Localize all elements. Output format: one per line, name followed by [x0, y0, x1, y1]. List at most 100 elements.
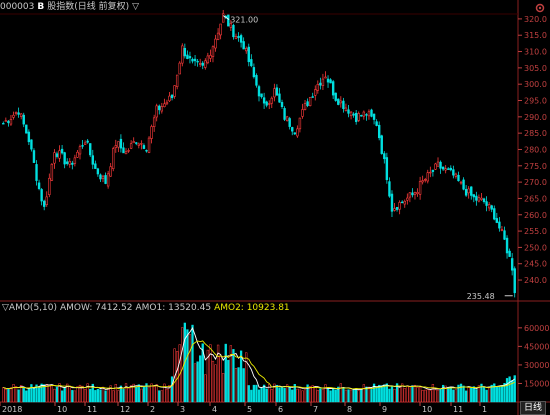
volume-bar [63, 387, 66, 403]
volume-bar [357, 390, 360, 403]
candle-body [395, 206, 399, 210]
candle-body [140, 143, 143, 145]
chevron-down-icon[interactable]: ▽ [132, 2, 140, 12]
candle-body [112, 148, 115, 169]
price-tick-label: 270.0 [524, 178, 547, 187]
volume-bar [337, 386, 340, 403]
candle-body [109, 166, 112, 177]
candle-body [152, 117, 156, 127]
volume-bar [370, 389, 373, 403]
candle-body [319, 82, 322, 86]
candle-body [4, 120, 8, 122]
candle-body [101, 175, 105, 179]
candle-body [114, 145, 117, 149]
volume-bar [81, 385, 84, 403]
volume-bar [383, 384, 386, 403]
candle-body [500, 229, 504, 231]
volume-bar [424, 389, 427, 403]
candle-body [283, 108, 286, 120]
candle-body [183, 47, 187, 57]
candle-body [398, 202, 401, 210]
candle-body [209, 55, 212, 59]
price-tick-label: 250.0 [524, 243, 547, 252]
candle-body [237, 35, 240, 38]
candle-body [201, 62, 204, 66]
candle-body [503, 230, 506, 240]
volume-bar [467, 387, 470, 403]
candle-body [129, 143, 133, 149]
candle-body [91, 155, 94, 165]
price-tick-label: 320.0 [524, 15, 547, 24]
date-axis-label: 5 [247, 405, 252, 414]
volume-bar [12, 384, 15, 403]
date-axis-label: 4 [212, 405, 217, 414]
candle-body [462, 179, 465, 190]
volume-bar [186, 329, 189, 403]
volume-bar [403, 388, 406, 403]
volume-bar [301, 390, 304, 403]
candle-body [344, 107, 348, 111]
candle-body [426, 172, 429, 182]
candle-body [40, 189, 43, 202]
volume-bar [106, 388, 110, 403]
volume-bar [395, 383, 399, 403]
volume-bar [306, 384, 309, 403]
volume-bar [347, 389, 350, 403]
volume-bar [344, 389, 348, 403]
candle-body [268, 103, 271, 105]
volume-bar [27, 388, 30, 403]
candle-body [204, 60, 207, 68]
candle-body [124, 151, 128, 155]
volume-bar [291, 389, 294, 403]
candle-body [354, 112, 358, 122]
volume-bar [83, 389, 87, 403]
amo-title[interactable]: ▽AMO(5,10) [2, 303, 57, 313]
volume-bar [278, 387, 281, 403]
price-tick-label: 260.0 [524, 211, 547, 220]
volume-ma-lines [3, 326, 515, 391]
candle-body [160, 106, 164, 112]
volume-bar [219, 356, 222, 403]
candle-body [475, 195, 478, 201]
date-axis-label: 9 [382, 405, 387, 414]
candle-body [252, 67, 256, 78]
candle-body [314, 89, 317, 96]
volume-bar [78, 384, 82, 403]
candle-body [493, 208, 496, 220]
period-tab-daily[interactable]: 日线 [519, 401, 546, 415]
volume-bar [150, 383, 153, 403]
volume-bar [367, 386, 371, 403]
candle-body [270, 97, 273, 104]
candle-body [188, 56, 192, 59]
volume-bar [500, 385, 504, 403]
volume-bar [2, 387, 5, 403]
volume-bar [360, 389, 363, 403]
candle-body [429, 171, 432, 174]
candle-body [495, 218, 499, 223]
candle-body [436, 161, 440, 167]
volume-bar [101, 386, 105, 403]
candle-body [150, 126, 153, 139]
candle-body [352, 113, 355, 116]
candle-body [66, 161, 69, 164]
candle-body [334, 92, 337, 101]
volume-bar [411, 385, 414, 403]
volume-bar [242, 368, 245, 403]
candle-body [22, 114, 25, 125]
candle-body [390, 193, 394, 212]
candle-body [401, 201, 404, 204]
volume-bar [245, 352, 248, 403]
candle-body [96, 168, 100, 175]
candle-body [216, 32, 220, 40]
gear-icon[interactable] [534, 2, 546, 17]
candle-body [106, 173, 110, 187]
candle-body [324, 76, 327, 79]
candle-body [362, 111, 366, 117]
candle-body [186, 54, 189, 59]
volume-bar [76, 386, 79, 403]
candle-body [508, 250, 511, 257]
candle-body [370, 109, 373, 117]
candle-body [349, 111, 353, 117]
b-share-flag: B [37, 2, 45, 12]
